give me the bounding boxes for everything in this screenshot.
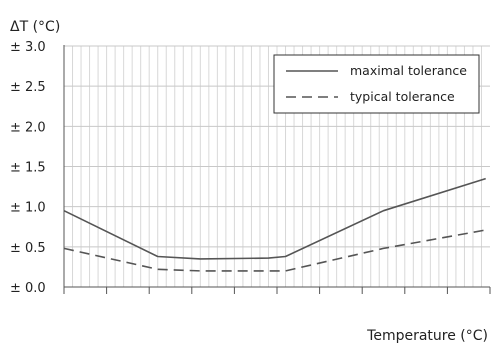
y-tick-label: ± 2.0 bbox=[10, 120, 46, 135]
y-tick-label: ± 2.5 bbox=[10, 80, 46, 95]
legend-label-maximal-tolerance: maximal tolerance bbox=[350, 63, 467, 78]
series-line-maximal-tolerance bbox=[63, 177, 486, 260]
legend-label-typical-tolerance: typical tolerance bbox=[350, 89, 455, 104]
series-line-typical-tolerance bbox=[63, 229, 486, 272]
y-tick-label: ± 0.5 bbox=[10, 241, 46, 256]
y-tick-labels: ± 0.0 ± 0.5 ± 1.0 ± 1.5 ± 2.0 ± 2.5 ± 3.0 bbox=[10, 40, 46, 296]
x-ticks bbox=[63, 287, 491, 294]
legend: maximal tolerance typical tolerance bbox=[273, 54, 480, 114]
y-tick-label: ± 1.0 bbox=[10, 201, 46, 216]
legend-box bbox=[273, 54, 480, 114]
x-axis-label: Temperature (°C) bbox=[366, 328, 488, 344]
y-axis-label: ΔT (°C) bbox=[10, 19, 60, 35]
series bbox=[63, 177, 486, 272]
y-tick-label: ± 1.5 bbox=[10, 161, 46, 176]
y-tick-label: ± 0.0 bbox=[10, 281, 46, 296]
y-tick-label: ± 3.0 bbox=[10, 40, 46, 55]
